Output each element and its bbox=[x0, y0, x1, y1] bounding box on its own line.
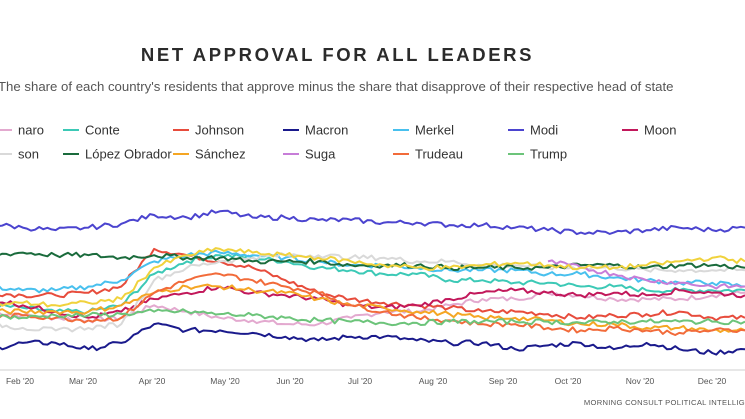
series-line-lopez-obrador bbox=[0, 251, 745, 271]
chart-subtitle: The share of each country's residents th… bbox=[0, 79, 674, 94]
series-line-modi bbox=[0, 209, 745, 236]
legend-label: Modi bbox=[530, 122, 559, 138]
legend-label: Suga bbox=[305, 146, 336, 162]
legend-item-lopez-obrador[interactable]: López Obrador bbox=[63, 146, 172, 162]
legend-swatch bbox=[0, 128, 12, 131]
x-tick-label: Jun '20 bbox=[276, 376, 303, 386]
legend-swatch bbox=[508, 152, 524, 155]
x-tick-label: Sep '20 bbox=[489, 376, 518, 386]
x-tick-label: Apr '20 bbox=[139, 376, 166, 386]
series-line-bolsonaro bbox=[0, 290, 745, 327]
series-line-trump bbox=[0, 308, 745, 327]
legend-label: López Obrador bbox=[85, 146, 172, 162]
legend-label: naro bbox=[18, 122, 45, 138]
legend-item-suga[interactable]: Suga bbox=[283, 146, 335, 162]
legend-swatch bbox=[283, 128, 299, 131]
x-tick-label: Feb '20 bbox=[6, 376, 34, 386]
legend-label: Trump bbox=[530, 146, 568, 162]
legend-swatch bbox=[173, 152, 189, 155]
legend-item-modi[interactable]: Modi bbox=[508, 122, 558, 138]
series-layer bbox=[0, 209, 745, 356]
series-line-guterres bbox=[0, 247, 745, 308]
legend-swatch bbox=[622, 128, 638, 131]
x-tick-label: Mar '20 bbox=[69, 376, 97, 386]
legend-item-sanchez[interactable]: Sánchez bbox=[173, 146, 246, 162]
x-tick-label: Nov '20 bbox=[626, 376, 655, 386]
legend-swatch bbox=[393, 152, 409, 155]
legend-label: Merkel bbox=[415, 122, 455, 138]
legend-item-johnson[interactable]: Johnson bbox=[173, 122, 244, 138]
legend-item-bolsonaro[interactable]: naro bbox=[0, 122, 44, 138]
x-tick-label: Dec '20 bbox=[698, 376, 727, 386]
legend-item-merkel[interactable]: Merkel bbox=[393, 122, 454, 138]
legend-item-morrison[interactable]: son bbox=[0, 146, 39, 162]
legend-item-trump[interactable]: Trump bbox=[508, 146, 567, 162]
legend-label: Moon bbox=[644, 122, 677, 138]
legend-swatch bbox=[63, 152, 79, 155]
legend-item-macron[interactable]: Macron bbox=[283, 122, 348, 138]
legend-item-trudeau[interactable]: Trudeau bbox=[393, 146, 463, 162]
legend-label: Macron bbox=[305, 122, 349, 138]
legend-label: Sánchez bbox=[195, 146, 246, 162]
series-line-morrison bbox=[0, 252, 745, 333]
legend-swatch bbox=[63, 128, 79, 131]
legend-swatch bbox=[508, 128, 524, 131]
x-tick-label: Aug '20 bbox=[419, 376, 448, 386]
x-tick-label: Oct '20 bbox=[555, 376, 582, 386]
legend-label: Conte bbox=[85, 122, 120, 138]
legend-label: Johnson bbox=[195, 122, 245, 138]
x-tick-label: May '20 bbox=[210, 376, 240, 386]
legend-swatch bbox=[173, 128, 189, 131]
x-tick-layer: Feb '20 Mar '20 Apr '20 May '20 Jun '20 Jul '… bbox=[6, 376, 727, 386]
series-line-macron bbox=[0, 322, 745, 356]
legend-swatch bbox=[393, 128, 409, 131]
legend-swatch bbox=[283, 152, 299, 155]
legend-label: Trudeau bbox=[415, 146, 463, 162]
legend-label: son bbox=[18, 146, 39, 162]
chart-title: NET APPROVAL FOR ALL LEADERS bbox=[140, 44, 535, 65]
legend-item-conte[interactable]: Conte bbox=[63, 122, 120, 138]
legend-swatch bbox=[0, 152, 12, 155]
source-credit: MORNING CONSULT POLITICAL INTELLIG bbox=[583, 398, 745, 407]
legend-item-moon[interactable]: Moon bbox=[622, 122, 677, 138]
series-line-sanchez bbox=[0, 283, 745, 333]
series-line-johnson bbox=[0, 247, 745, 322]
series-line-trudeau bbox=[0, 272, 745, 336]
x-tick-label: Jul '20 bbox=[348, 376, 373, 386]
